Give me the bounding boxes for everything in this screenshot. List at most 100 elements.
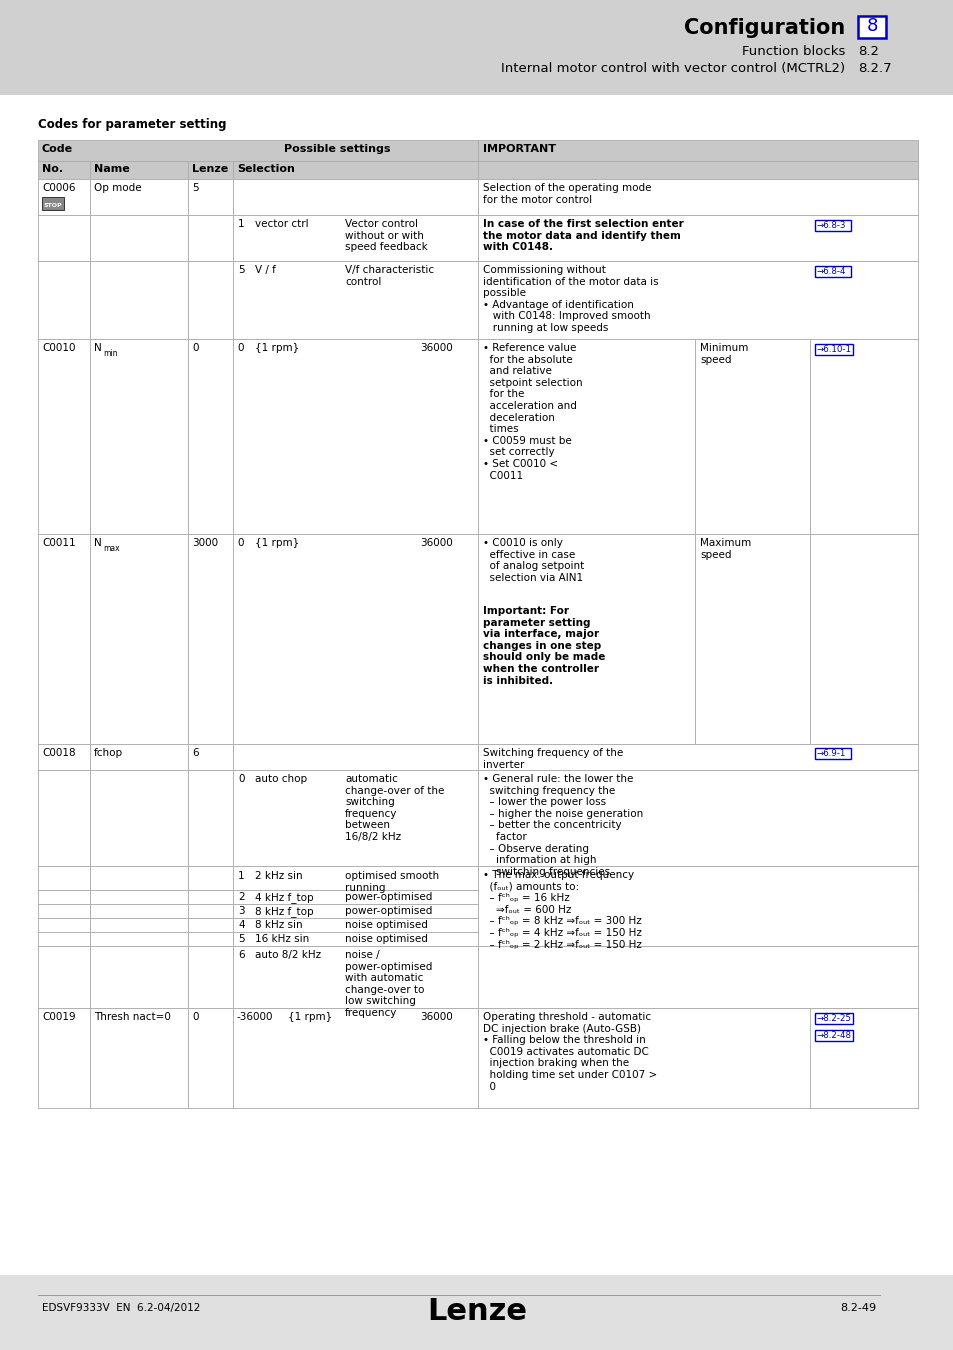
- Text: 5: 5: [192, 184, 198, 193]
- Text: Configuration: Configuration: [683, 18, 844, 38]
- Bar: [38, 865, 90, 890]
- Text: N: N: [94, 539, 102, 548]
- Text: C0018: C0018: [42, 748, 75, 757]
- Bar: [233, 261, 477, 339]
- Bar: [38, 744, 90, 769]
- Text: • C0010 is only
  effective in case
  of analog setpoint
  selection via AIN1: • C0010 is only effective in case of ana…: [482, 539, 583, 583]
- Bar: [857, 16, 885, 38]
- Text: auto chop: auto chop: [254, 774, 307, 784]
- Text: Codes for parameter setting: Codes for parameter setting: [38, 117, 226, 131]
- Bar: [188, 769, 233, 865]
- Bar: [188, 904, 233, 918]
- Bar: [233, 904, 477, 918]
- Bar: [477, 535, 695, 744]
- Text: noise /
power-optimised
with automatic
change-over to
low switching
frequency: noise / power-optimised with automatic c…: [345, 950, 432, 1018]
- Text: 0: 0: [236, 343, 243, 352]
- Bar: [38, 261, 90, 339]
- Bar: [233, 865, 477, 890]
- Text: • Reference value
  for the absolute
  and relative
  setpoint selection
  for t: • Reference value for the absolute and r…: [482, 343, 582, 481]
- Bar: [188, 931, 233, 946]
- Text: power-optimised: power-optimised: [345, 906, 432, 917]
- Text: 5: 5: [237, 934, 244, 944]
- Bar: [188, 918, 233, 932]
- Text: Internal motor control with vector control (MCTRL2): Internal motor control with vector contr…: [500, 62, 844, 76]
- Bar: [233, 535, 477, 744]
- Bar: [188, 161, 233, 180]
- Text: C0010: C0010: [42, 343, 75, 352]
- Bar: [90, 918, 188, 932]
- Text: 0: 0: [236, 539, 243, 548]
- Bar: [477, 140, 917, 161]
- Text: N: N: [94, 343, 102, 352]
- Bar: [233, 918, 477, 932]
- Text: -36000: -36000: [236, 1012, 274, 1022]
- Text: Switching frequency of the
inverter: Switching frequency of the inverter: [482, 748, 622, 770]
- Bar: [38, 904, 90, 918]
- Bar: [188, 946, 233, 1008]
- Bar: [90, 1008, 188, 1108]
- Bar: [809, 339, 917, 535]
- Bar: [233, 946, 477, 1008]
- Text: {1 rpm}: {1 rpm}: [254, 343, 299, 352]
- Bar: [188, 1008, 233, 1108]
- Bar: [0, 0, 953, 95]
- Bar: [38, 140, 477, 161]
- Bar: [233, 215, 477, 261]
- Text: 5: 5: [237, 265, 244, 275]
- Bar: [90, 931, 188, 946]
- Bar: [233, 769, 477, 865]
- Bar: [814, 1012, 852, 1025]
- Bar: [38, 161, 90, 180]
- Bar: [233, 1008, 477, 1108]
- Text: noise optimised: noise optimised: [345, 934, 428, 944]
- Text: Vector control
without or with
speed feedback: Vector control without or with speed fee…: [345, 219, 427, 252]
- Text: 8: 8: [865, 18, 877, 35]
- Bar: [38, 1008, 90, 1108]
- Text: →8.2-25: →8.2-25: [816, 1014, 851, 1023]
- Text: 4 kHz f_top: 4 kHz f_top: [254, 892, 314, 903]
- Text: →6.10-1: →6.10-1: [816, 346, 851, 354]
- Text: V/f characteristic
control: V/f characteristic control: [345, 265, 434, 286]
- Bar: [809, 1008, 917, 1108]
- Bar: [90, 180, 188, 215]
- Bar: [188, 865, 233, 890]
- Bar: [233, 931, 477, 946]
- Bar: [814, 220, 850, 231]
- Bar: [814, 344, 852, 355]
- Bar: [90, 339, 188, 535]
- Bar: [695, 339, 809, 535]
- Bar: [188, 215, 233, 261]
- Text: 3: 3: [237, 906, 244, 917]
- Text: 8.2-49: 8.2-49: [839, 1303, 875, 1314]
- Text: • The max. output frequency
  (fₒᵤₜ) amounts to:
  – fᶜʰₒₚ = 16 kHz
    ⇒fₒᵤₜ = : • The max. output frequency (fₒᵤₜ) amoun…: [482, 869, 641, 949]
- Text: noise optimised: noise optimised: [345, 919, 428, 930]
- Text: 36000: 36000: [419, 1012, 453, 1022]
- Text: Operating threshold - automatic
DC injection brake (Auto-GSB)
• Falling below th: Operating threshold - automatic DC injec…: [482, 1012, 657, 1092]
- Text: auto 8/2 kHz: auto 8/2 kHz: [254, 950, 321, 960]
- Bar: [42, 197, 64, 211]
- Text: 1: 1: [237, 871, 244, 882]
- Bar: [38, 931, 90, 946]
- Text: 4: 4: [237, 919, 244, 930]
- Text: 36000: 36000: [419, 539, 453, 548]
- Bar: [814, 748, 850, 759]
- Text: min: min: [103, 350, 117, 358]
- Text: Name: Name: [94, 163, 130, 174]
- Text: Lenze: Lenze: [427, 1297, 526, 1326]
- Bar: [809, 535, 917, 744]
- Bar: [233, 890, 477, 905]
- Text: 8 kHz f_top: 8 kHz f_top: [254, 906, 314, 917]
- Text: power-optimised: power-optimised: [345, 892, 432, 902]
- Text: IMPORTANT: IMPORTANT: [482, 144, 556, 154]
- Bar: [233, 339, 477, 535]
- Text: Lenze: Lenze: [192, 163, 228, 174]
- Bar: [38, 215, 90, 261]
- Bar: [90, 865, 188, 890]
- Bar: [90, 744, 188, 769]
- Bar: [477, 1008, 917, 1108]
- Text: 8 kHz sin: 8 kHz sin: [254, 919, 302, 930]
- Text: →8.2-48: →8.2-48: [816, 1031, 851, 1040]
- Text: C0006: C0006: [42, 184, 75, 193]
- Text: Selection of the operating mode
for the motor control: Selection of the operating mode for the …: [482, 184, 651, 205]
- Text: Possible settings: Possible settings: [284, 144, 390, 154]
